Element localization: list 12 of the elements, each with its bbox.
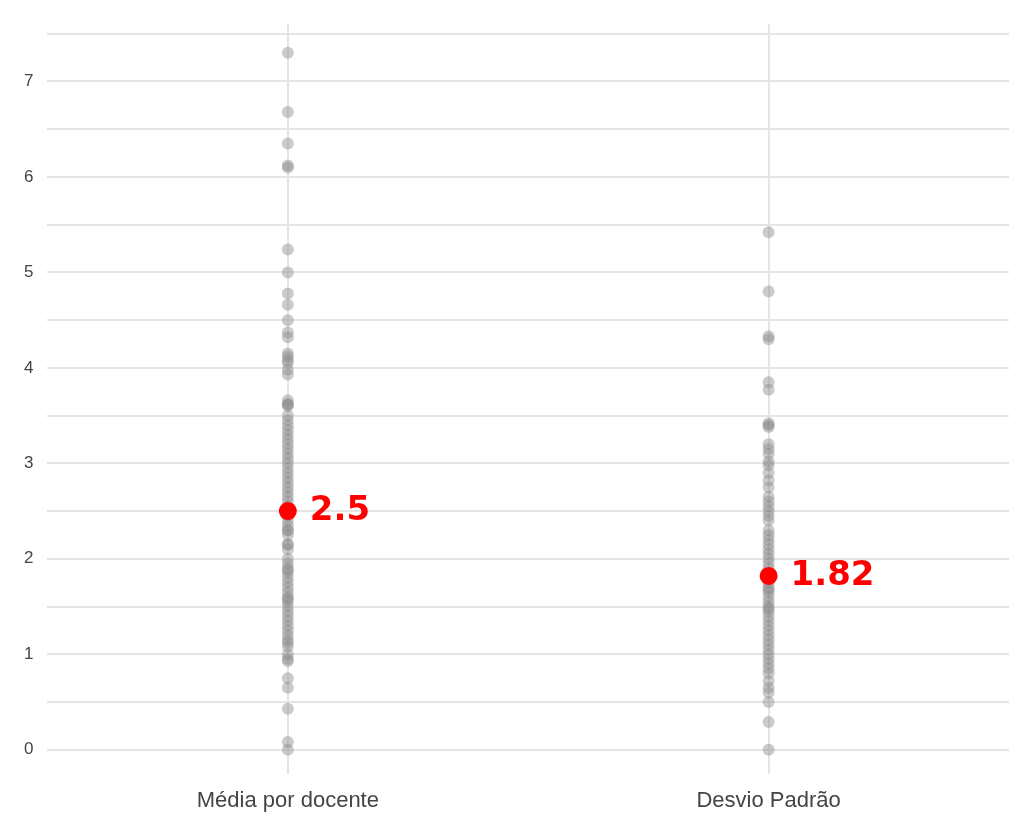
y-tick-label: 0 (23, 739, 34, 759)
data-label: 2.5 (309, 487, 371, 528)
y-tick-label: 5 (23, 262, 34, 282)
x-tick-label: Desvio Padrão (696, 786, 841, 812)
y-tick-label: 7 (23, 71, 34, 91)
y-tick-label: 3 (23, 453, 34, 473)
y-tick-label: 4 (23, 357, 34, 377)
x-tick-label: Média por docente (196, 786, 379, 812)
y-tick-label: 1 (23, 643, 34, 663)
y-tick-label: 6 (23, 166, 34, 186)
data-label: 1.82 (790, 552, 875, 593)
y-tick-label: 2 (23, 548, 34, 568)
